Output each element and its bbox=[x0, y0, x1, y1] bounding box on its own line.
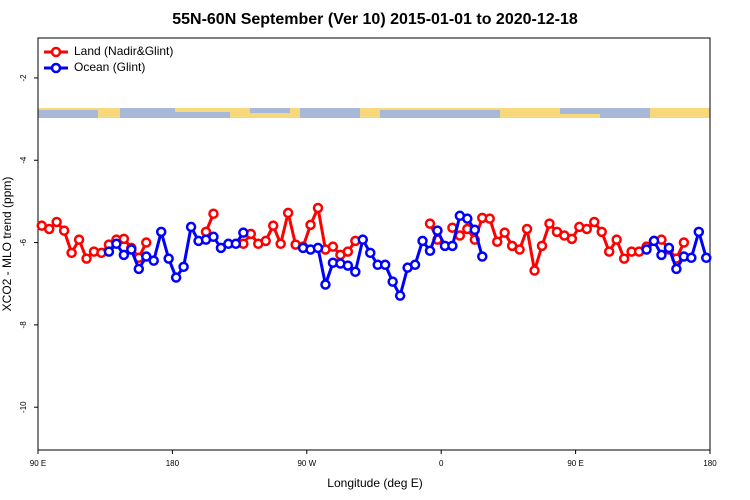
x-tick-label: 180 bbox=[703, 459, 717, 468]
data-point bbox=[141, 237, 152, 248]
x-tick-label: 0 bbox=[439, 459, 444, 468]
data-point bbox=[424, 245, 436, 257]
y-tick-label: -10 bbox=[19, 401, 28, 413]
x-tick-label: 90 E bbox=[567, 459, 583, 468]
x-tick-label: 180 bbox=[166, 459, 180, 468]
data-point bbox=[447, 240, 458, 252]
data-point bbox=[342, 260, 354, 271]
data-point bbox=[238, 227, 249, 238]
data-point bbox=[536, 240, 548, 252]
data-point bbox=[312, 242, 324, 254]
x-axis-label: Longitude (deg E) bbox=[327, 476, 422, 490]
y-tick-label: -6 bbox=[19, 238, 28, 246]
data-point bbox=[185, 221, 197, 233]
data-point bbox=[671, 263, 682, 275]
legend-marker bbox=[50, 46, 62, 58]
data-point bbox=[275, 238, 286, 250]
data-point bbox=[312, 202, 324, 214]
data-point bbox=[514, 244, 525, 255]
data-point bbox=[148, 255, 159, 266]
legend-label: Land (Nadir&Glint) bbox=[74, 44, 173, 58]
data-point bbox=[424, 218, 436, 229]
plot-frame bbox=[37, 37, 711, 451]
data-point bbox=[230, 238, 242, 250]
x-tick-label: 90 E bbox=[30, 459, 46, 468]
data-point bbox=[163, 253, 174, 264]
data-point bbox=[327, 241, 339, 252]
data-point bbox=[282, 207, 294, 219]
data-point bbox=[133, 263, 145, 275]
y-axis-label: XCO2 - MLO trend (ppm) bbox=[0, 177, 14, 312]
series-line bbox=[107, 214, 708, 298]
data-point bbox=[267, 220, 279, 231]
data-point bbox=[589, 216, 600, 228]
data-point bbox=[491, 236, 503, 247]
data-point bbox=[350, 266, 361, 278]
data-point bbox=[58, 225, 70, 236]
data-point bbox=[499, 227, 510, 238]
data-point bbox=[170, 272, 182, 283]
data-point bbox=[387, 276, 398, 287]
legend-label: Ocean (Glint) bbox=[74, 60, 145, 74]
data-point bbox=[365, 247, 376, 259]
data-point bbox=[529, 265, 540, 276]
data-point bbox=[305, 219, 316, 231]
y-tick-label: -2 bbox=[19, 74, 28, 82]
data-point bbox=[566, 233, 578, 245]
data-point bbox=[641, 244, 652, 255]
map-strip bbox=[38, 108, 710, 118]
y-tick-label: -8 bbox=[19, 321, 28, 329]
data-point bbox=[596, 226, 607, 238]
data-point bbox=[51, 216, 62, 228]
data-point bbox=[469, 224, 481, 236]
data-point bbox=[126, 244, 137, 255]
data-point bbox=[417, 235, 428, 247]
data-point bbox=[521, 223, 533, 235]
data-point bbox=[648, 235, 660, 247]
data-point bbox=[693, 226, 705, 238]
y-tick-label: -4 bbox=[19, 156, 28, 164]
data-point bbox=[656, 249, 667, 261]
data-point bbox=[208, 231, 219, 243]
data-point bbox=[178, 261, 189, 273]
data-point bbox=[462, 213, 473, 224]
data-point bbox=[618, 253, 630, 264]
data-point bbox=[215, 242, 227, 254]
data-point bbox=[409, 259, 421, 271]
data-point bbox=[118, 233, 130, 245]
data-point bbox=[43, 223, 55, 235]
data-point bbox=[701, 252, 712, 264]
data-point bbox=[103, 246, 115, 257]
data-point bbox=[357, 234, 369, 245]
data-point bbox=[155, 226, 167, 238]
data-point bbox=[81, 253, 92, 264]
data-point bbox=[379, 259, 391, 271]
data-point bbox=[663, 242, 675, 254]
data-point bbox=[611, 234, 622, 245]
data-point bbox=[686, 252, 697, 264]
data-point bbox=[678, 237, 690, 248]
legend-marker bbox=[50, 62, 62, 74]
x-tick-label: 90 W bbox=[297, 459, 316, 468]
data-point bbox=[111, 238, 122, 250]
data-point bbox=[208, 208, 219, 219]
data-point bbox=[141, 251, 152, 262]
data-point bbox=[73, 234, 85, 245]
data-point bbox=[342, 246, 354, 257]
data-point bbox=[394, 290, 406, 301]
data-point bbox=[320, 279, 331, 290]
data-point bbox=[544, 218, 555, 229]
data-point bbox=[477, 251, 488, 262]
data-point bbox=[603, 246, 615, 257]
data-point bbox=[432, 225, 443, 236]
data-point bbox=[118, 249, 130, 261]
data-point bbox=[581, 223, 593, 235]
data-point bbox=[484, 213, 495, 224]
data-point bbox=[260, 235, 271, 247]
data-point bbox=[66, 247, 77, 259]
chart-title: 55N-60N September (Ver 10) 2015-01-01 to… bbox=[172, 11, 578, 28]
